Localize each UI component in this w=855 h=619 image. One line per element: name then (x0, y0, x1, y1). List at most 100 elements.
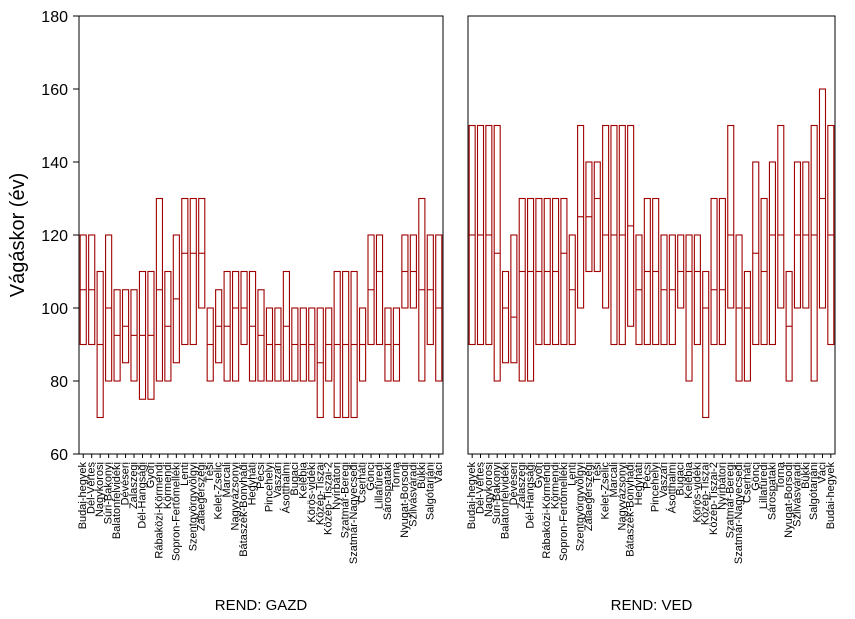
panel-frame (78, 15, 444, 455)
category-label: Gönci (750, 462, 762, 491)
category-label: Szatmár-Nagyecsedi (348, 462, 360, 564)
category-label: Szilvásváradi (407, 462, 419, 527)
category-label: Dél-Vértes (475, 462, 487, 514)
category-label: Bükki (800, 462, 812, 489)
category-label: Gönci (365, 462, 377, 491)
category-label: Rábaközi-Körmendi (153, 462, 165, 559)
category-label: Dél-Vértes (86, 462, 98, 514)
category-label: Sárospataki (382, 462, 394, 520)
category-label: Gyóri (533, 462, 545, 488)
category-label: Vaszari (272, 462, 284, 498)
category-label: Ásotthalmi (279, 462, 292, 513)
category-label: Sárospataki (766, 462, 778, 520)
category-label: Körmendi (550, 462, 562, 509)
category-label: Zalaszegi (516, 462, 528, 509)
y-axis-label: Vágáskor (év) (7, 173, 29, 298)
category-label: Gyóri (145, 462, 157, 488)
category-label: Kelet-Zselic (600, 462, 612, 520)
category-label: Nagyvázsonyi (616, 462, 628, 530)
category-label: Cserháti (357, 462, 369, 503)
category-label: Rábaközi-Körmendi (541, 462, 553, 559)
category-label: Körös-vidéki (306, 462, 318, 523)
category-label: Tési (591, 462, 603, 483)
box-1-4 (501, 270, 510, 364)
category-label: Zalaegerszegi (583, 462, 595, 531)
category-label: Nagykorosi (483, 462, 495, 517)
category-label: Tési (204, 462, 216, 483)
category-label: Közép-Tiszai-2 (323, 462, 335, 535)
category-label: Hegyháti (633, 462, 645, 505)
category-label: Nyugat-Borsodi (399, 462, 411, 538)
category-label: Bugaci (675, 462, 687, 496)
category-label: Szilvásváradi (791, 462, 803, 527)
category-label: Budai-hegyek (825, 462, 837, 530)
box-0-18 (232, 270, 240, 382)
category-label: Körmendi (162, 462, 174, 509)
y-tick-label: 160 (41, 82, 68, 99)
y-tick-label: 120 (41, 228, 68, 245)
category-label: Balatonfelvidéki (500, 462, 512, 539)
box-1-36 (768, 161, 776, 346)
box-1-11 (560, 197, 568, 346)
box-1-7 (527, 197, 535, 382)
category-label: Szatmár-Nagyecsedi (733, 462, 745, 564)
category-label: Dévéseri (120, 462, 132, 505)
panel-frame (467, 15, 836, 455)
box-1-30 (718, 197, 726, 346)
category-label: Budai-hegyek (466, 462, 478, 530)
y-tick-label: 100 (41, 301, 68, 318)
category-label: Pécsi (641, 462, 653, 489)
category-label: Súri-Bakonyi (491, 462, 503, 524)
category-label: Súri-Bakonyi (103, 462, 115, 524)
category-label: Ásotthalmi (665, 462, 678, 513)
category-label: Szatmár-Beregi (340, 462, 352, 538)
category-label: Szentgyörgyvölgyi (187, 462, 199, 551)
box-1-16 (602, 124, 610, 309)
box-1-31 (727, 124, 735, 309)
y-tick-label: 140 (41, 155, 68, 172)
category-label: Lenti (566, 462, 578, 486)
category-label: Közép-Tiszai (700, 462, 712, 525)
category-label: Nyugat-Borsodi (783, 462, 795, 538)
panel-title: REND: GAZD (215, 597, 308, 614)
category-label: Váci (816, 462, 828, 483)
category-label: Szatmár-Beregi (725, 462, 737, 538)
box-1-37 (777, 124, 785, 309)
box-0-13 (189, 197, 197, 346)
category-label: Pincehelyi (263, 462, 275, 512)
category-label: Sopron-Fertőmelléki (558, 462, 570, 561)
category-label: Salgótarjáni (808, 462, 820, 520)
category-label: Nyírbátori (331, 462, 343, 510)
category-label: Bükki (416, 462, 428, 489)
category-label: Lillafüredi (758, 462, 770, 509)
category-label: Sopron-Fertőmelléki (170, 462, 182, 561)
category-label: Nyírbátori (716, 462, 728, 510)
category-label: Nagyvázsonyi (230, 462, 242, 530)
category-label: Dévéseri (508, 462, 520, 505)
category-label: Zalaszegi (128, 462, 140, 509)
category-label: Kelebia (297, 461, 309, 499)
category-label: Bugaci (289, 462, 301, 496)
category-label: Salgótarjáni (424, 462, 436, 520)
box-0-12 (181, 197, 189, 346)
y-tick-label: 180 (41, 9, 68, 26)
box-1-6 (518, 197, 526, 382)
category-label: Körös-vidéki (691, 462, 703, 523)
category-label: Közép-Tiszai (314, 462, 326, 525)
box-1-5 (510, 234, 518, 364)
y-tick-label: 80 (50, 374, 68, 391)
category-label: Marcali (608, 462, 620, 497)
box-1-15 (593, 161, 601, 273)
category-label: Lillafüredi (374, 462, 386, 509)
category-label: Zalaegerszegi (196, 462, 208, 531)
y-tick-label: 60 (50, 447, 68, 464)
panel-title: REND: VED (611, 597, 693, 614)
category-label: Vaszari (658, 462, 670, 498)
category-label: Balatonfelvidéki (111, 462, 123, 539)
category-label: Pincehelyi (650, 462, 662, 512)
category-label: Budai-hegyek (77, 462, 89, 530)
category-label: Kelebia (683, 461, 695, 499)
box-1-28 (702, 270, 710, 419)
